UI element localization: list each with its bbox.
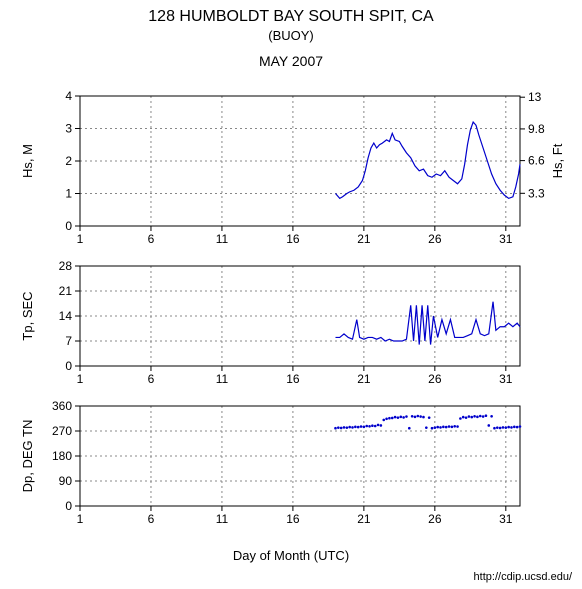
svg-text:3.3: 3.3 [528, 186, 545, 200]
svg-text:360: 360 [52, 399, 72, 413]
svg-text:28: 28 [59, 259, 73, 273]
svg-text:1: 1 [65, 187, 72, 201]
svg-text:1: 1 [77, 232, 84, 246]
svg-text:9.8: 9.8 [528, 122, 545, 136]
svg-text:11: 11 [216, 372, 229, 386]
svg-text:11: 11 [216, 232, 229, 246]
svg-text:Hs, Ft: Hs, Ft [550, 143, 565, 178]
svg-text:16: 16 [286, 512, 300, 526]
svg-text:270: 270 [52, 424, 72, 438]
svg-text:0: 0 [65, 219, 72, 233]
svg-text:31: 31 [499, 372, 513, 386]
svg-text:11: 11 [216, 512, 229, 526]
svg-text:6: 6 [148, 372, 155, 386]
svg-text:13: 13 [528, 90, 542, 104]
svg-text:3: 3 [65, 122, 72, 136]
svg-text:14: 14 [59, 309, 73, 323]
svg-text:26: 26 [428, 512, 442, 526]
svg-text:21: 21 [357, 512, 371, 526]
svg-text:Hs, M: Hs, M [20, 144, 35, 178]
svg-text:1: 1 [77, 512, 84, 526]
svg-text:Tp, SEC: Tp, SEC [20, 291, 35, 340]
footer-url: http://cdip.ucsd.edu/ [474, 571, 572, 583]
svg-text:Dp, DEG TN: Dp, DEG TN [20, 420, 35, 493]
svg-text:16: 16 [286, 232, 300, 246]
svg-text:1: 1 [77, 372, 84, 386]
svg-text:16: 16 [286, 372, 300, 386]
svg-text:180: 180 [52, 449, 72, 463]
svg-text:31: 31 [499, 512, 513, 526]
svg-text:21: 21 [59, 284, 73, 298]
svg-text:7: 7 [65, 334, 72, 348]
svg-text:6: 6 [148, 232, 155, 246]
svg-text:4: 4 [65, 89, 72, 103]
svg-text:0: 0 [65, 499, 72, 513]
svg-text:21: 21 [357, 232, 371, 246]
svg-text:90: 90 [59, 474, 73, 488]
x-axis-label: Day of Month (UTC) [0, 548, 582, 563]
svg-text:26: 26 [428, 372, 442, 386]
svg-text:6: 6 [148, 512, 155, 526]
svg-text:6.6: 6.6 [528, 154, 545, 168]
svg-text:26: 26 [428, 232, 442, 246]
chart-canvas: 161116212631012343.36.69.813Hs, MHs, Ft1… [0, 8, 582, 589]
svg-text:2: 2 [65, 154, 72, 168]
svg-text:31: 31 [499, 232, 513, 246]
svg-text:21: 21 [357, 372, 371, 386]
svg-text:0: 0 [65, 359, 72, 373]
